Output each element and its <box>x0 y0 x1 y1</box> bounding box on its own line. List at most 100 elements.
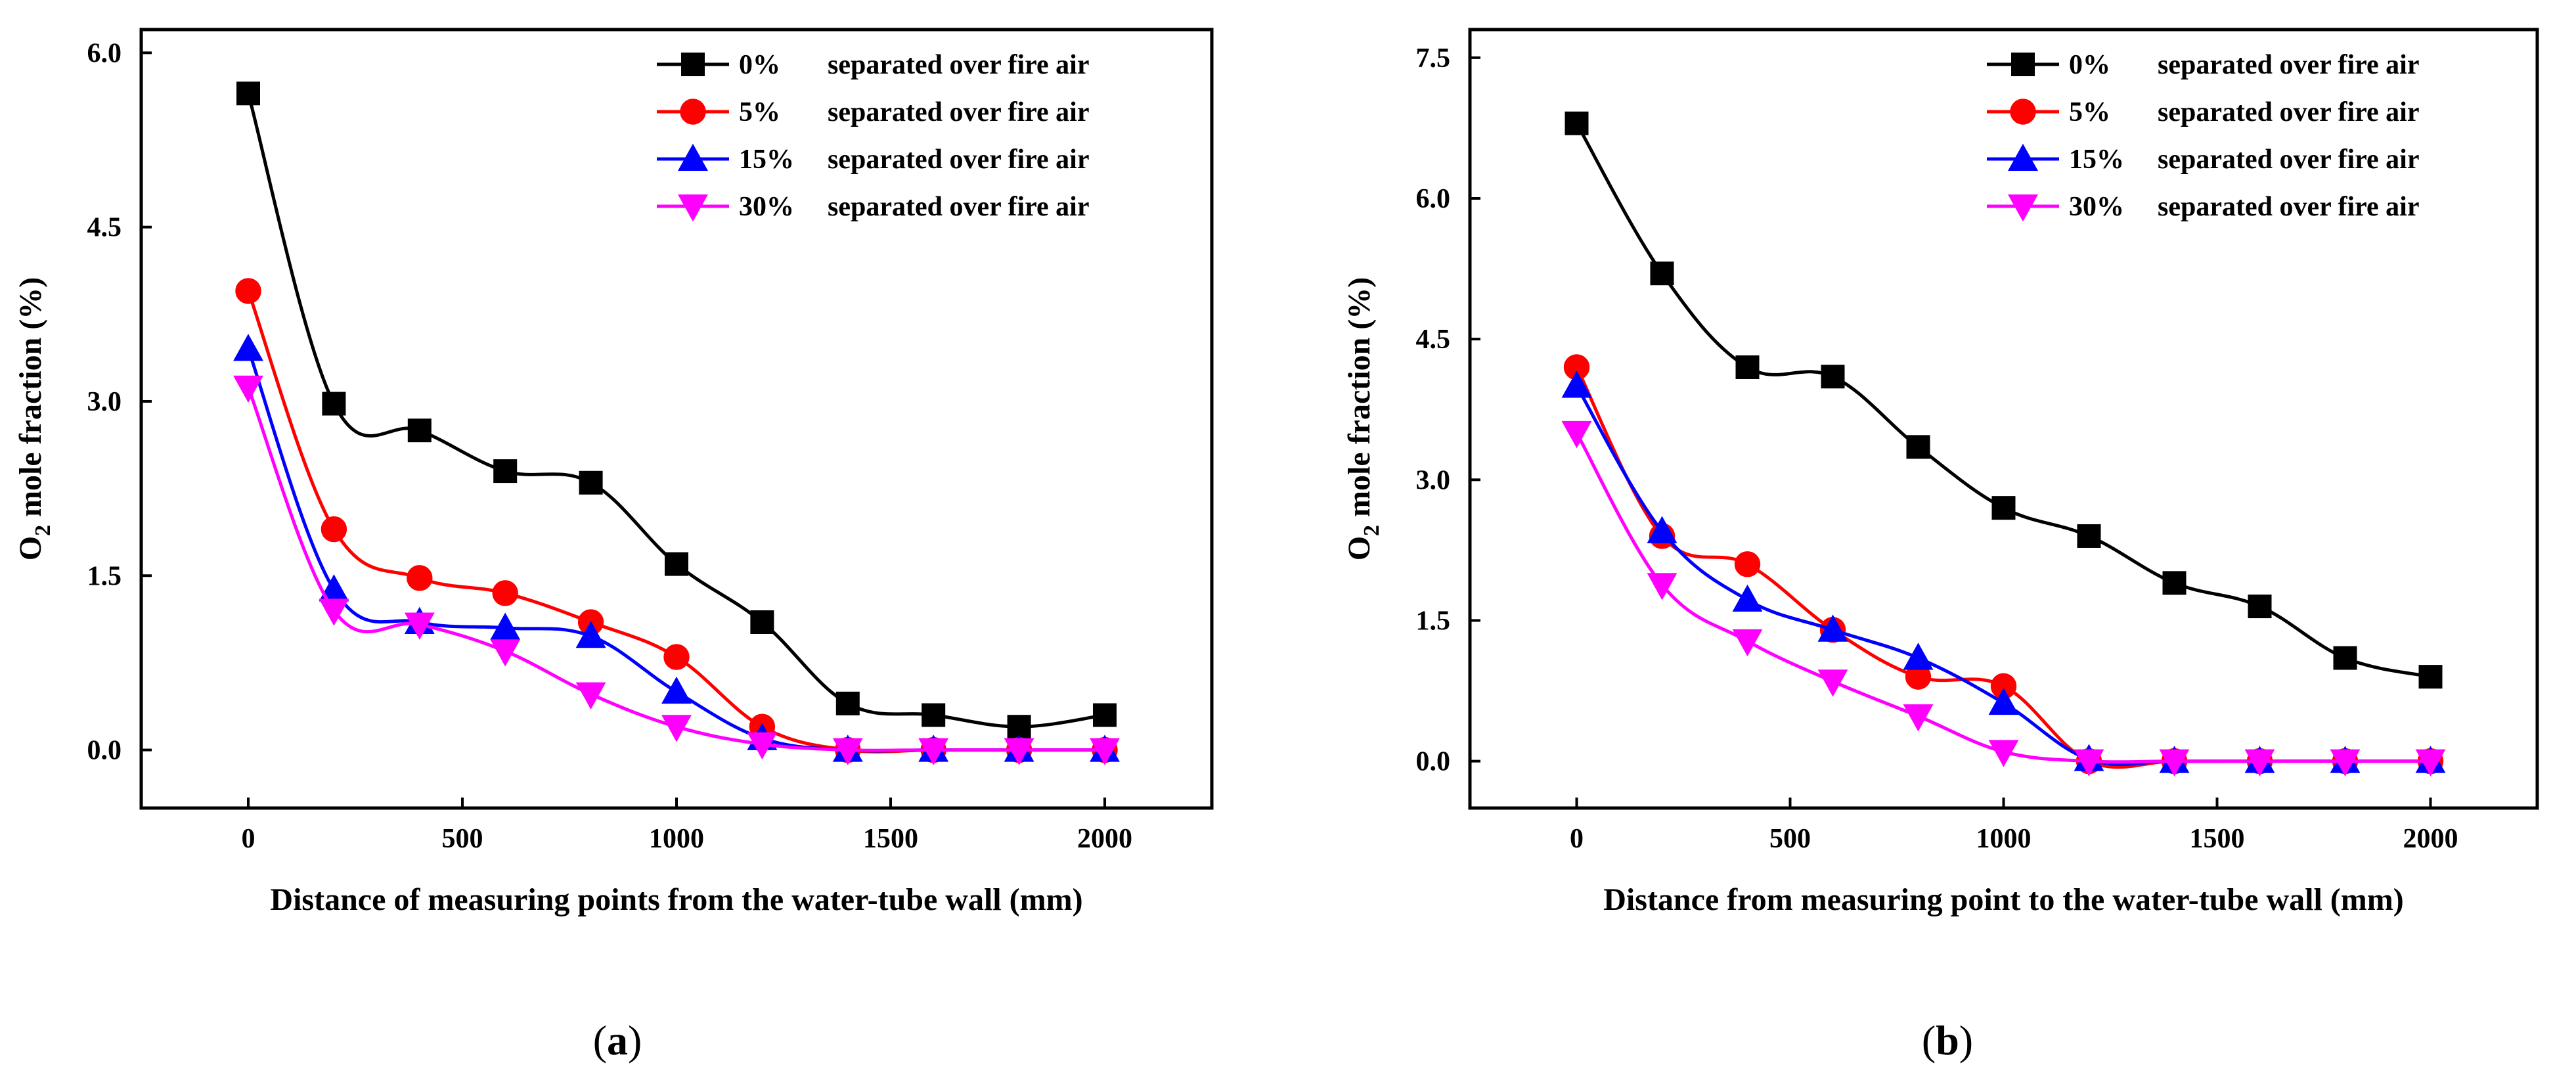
data-point-0% <box>835 691 860 715</box>
legend-label-description: separated over fire air <box>2158 97 2420 127</box>
x-tick-label: 1000 <box>649 824 704 854</box>
y-tick-label: 0.0 <box>87 736 122 766</box>
data-point-0% <box>322 392 346 416</box>
x-tick-label: 2000 <box>2403 824 2458 854</box>
data-point-15% <box>1561 371 1592 398</box>
data-point-0% <box>2248 595 2272 619</box>
data-point-30% <box>2244 749 2275 777</box>
legend-marker <box>2011 53 2035 76</box>
data-point-30% <box>918 738 949 765</box>
data-point-0% <box>2162 571 2187 595</box>
y-axis-title: O2 mole fraction (%) <box>13 277 55 561</box>
x-tick-label: 500 <box>442 824 483 854</box>
x-tick-label: 2000 <box>1077 824 1132 854</box>
y-tick-label: 0.0 <box>1416 747 1451 777</box>
y-axis-title-subscript: 2 <box>1360 525 1384 536</box>
data-point-0% <box>2077 524 2101 548</box>
panel-a: 0 500 1000 1500 2000 0.0 1.5 3.0 4.5 6.0 Distance … <box>13 28 1214 1064</box>
data-point-30% <box>575 682 606 710</box>
data-point-0% <box>579 470 603 495</box>
series-line-30% <box>246 386 1105 752</box>
y-tick-label: 6.0 <box>87 38 122 68</box>
data-point-15% <box>1732 584 1763 612</box>
x-tick-label: 0 <box>242 824 255 854</box>
legend-label-description: separated over fire air <box>2158 192 2420 222</box>
data-point-30% <box>233 375 263 403</box>
legend-marker <box>2010 99 2036 125</box>
data-point-30% <box>747 732 778 760</box>
data-point-30% <box>1004 738 1034 765</box>
data-point-5% <box>407 565 433 591</box>
data-point-0% <box>236 81 260 106</box>
data-point-15% <box>575 620 606 648</box>
legend-label-description: separated over fire air <box>828 97 1090 127</box>
data-point-5% <box>321 516 347 543</box>
data-point-30% <box>2415 749 2446 777</box>
data-point-30% <box>661 715 692 742</box>
data-point-5% <box>1734 551 1761 577</box>
y-tick-label: 3.0 <box>1416 465 1451 495</box>
data-point-0% <box>922 703 946 727</box>
legend-label-description: separated over fire air <box>828 145 1090 175</box>
series-line-30% <box>1575 432 2431 764</box>
y-tick-label: 6.0 <box>1416 184 1451 214</box>
x-tick-label: 1500 <box>863 824 918 854</box>
legend-label-percent: 0% <box>2069 50 2110 80</box>
panel-caption: (a) <box>593 1017 642 1064</box>
y-tick-label: 1.5 <box>1416 606 1451 636</box>
x-axis-title: Distance from measuring point to the wat… <box>1603 882 2403 917</box>
y-axis-title-main: O <box>1342 536 1377 560</box>
data-point-30% <box>1903 704 1934 732</box>
data-point-0% <box>1565 111 1589 135</box>
series-line-0% <box>1575 122 2432 679</box>
data-point-30% <box>1988 740 2019 767</box>
legend-marker <box>2008 143 2038 171</box>
caption-letter: a <box>607 1017 628 1064</box>
data-point-15% <box>661 676 692 704</box>
data-point-0% <box>493 459 518 484</box>
data-point-0% <box>750 610 774 635</box>
data-point-0% <box>1735 355 1760 379</box>
data-point-30% <box>404 612 435 640</box>
data-point-30% <box>319 598 349 626</box>
data-point-30% <box>1732 629 1763 657</box>
legend-marker <box>678 143 708 171</box>
legend-marker <box>2008 194 2038 222</box>
legend-marker <box>680 99 706 125</box>
panel-b: 0 500 1000 1500 2000 0.0 1.5 3.0 4.5 6.0 7.5 Distan… <box>1342 28 2539 1064</box>
data-point-30% <box>832 738 863 765</box>
data-point-15% <box>490 612 521 640</box>
legend-label-description: separated over fire air <box>828 50 1090 80</box>
data-point-15% <box>1647 516 1677 543</box>
legend-marker <box>681 53 705 76</box>
legend-label-percent: 15% <box>739 145 794 175</box>
legend-label-percent: 5% <box>2069 97 2110 127</box>
data-point-0% <box>1650 261 1674 286</box>
x-tick-label: 1000 <box>1976 824 2032 854</box>
data-point-0% <box>1991 496 2016 520</box>
legend-label-percent: 0% <box>739 50 780 80</box>
y-axis-title-subscript: 2 <box>31 525 55 536</box>
y-axis-title-main: O <box>13 536 48 560</box>
data-point-30% <box>2074 749 2104 777</box>
caption-open-paren: ( <box>1922 1017 1936 1064</box>
data-point-0% <box>665 552 688 576</box>
data-point-0% <box>2333 646 2357 670</box>
data-point-30% <box>2159 749 2190 777</box>
caption-close-paren: ) <box>628 1017 642 1064</box>
caption-close-paren: ) <box>1959 1017 1973 1064</box>
legend-label-description: separated over fire air <box>828 192 1090 222</box>
data-point-30% <box>1561 420 1592 449</box>
x-tick-label: 0 <box>1570 824 1584 854</box>
legend-label-percent: 5% <box>739 97 780 127</box>
data-point-30% <box>490 639 521 667</box>
data-point-5% <box>492 580 518 606</box>
legend-marker <box>678 194 708 222</box>
x-tick-label: 1500 <box>2190 824 2245 854</box>
data-point-30% <box>1647 573 1677 600</box>
y-axis-title: O2 mole fraction (%) <box>1342 277 1384 561</box>
y-tick-label: 7.5 <box>1416 43 1451 74</box>
data-point-5% <box>663 644 690 670</box>
data-point-15% <box>1903 642 1934 670</box>
